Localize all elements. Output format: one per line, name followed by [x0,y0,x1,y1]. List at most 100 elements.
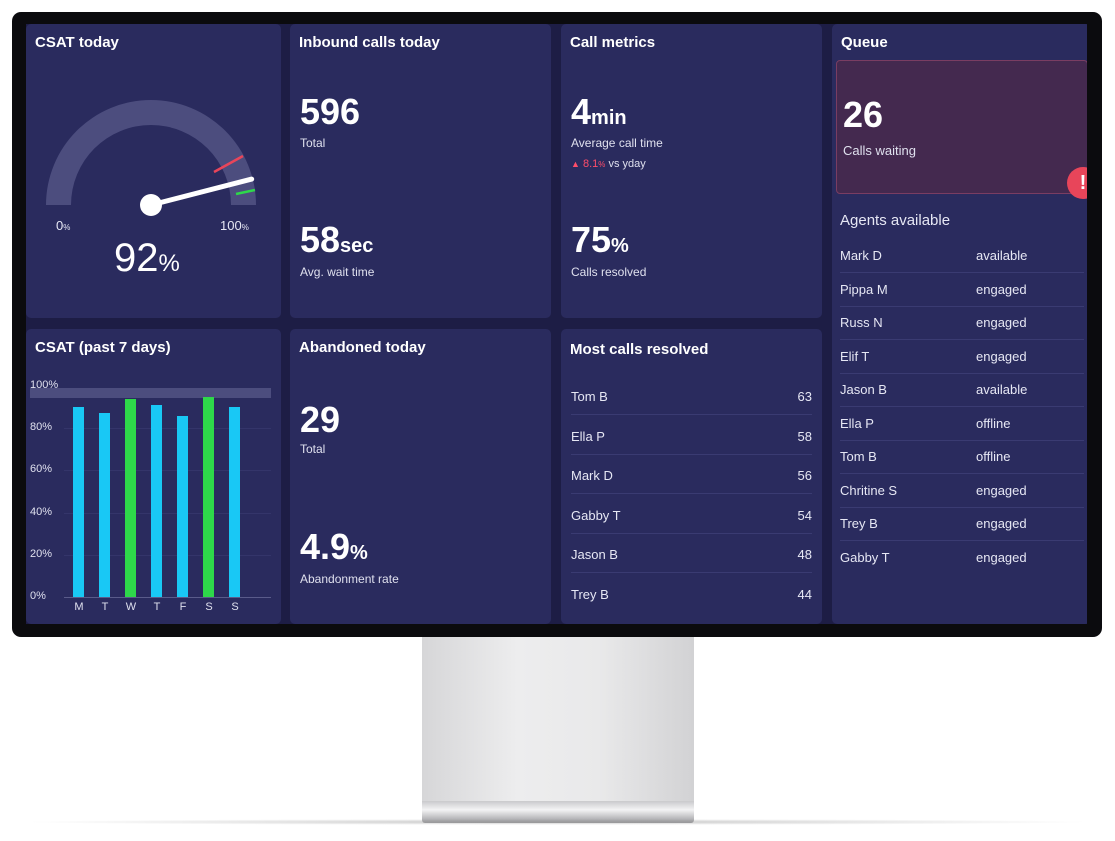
agent-status: engaged [976,516,1027,531]
abandoned-title: Abandoned today [299,339,426,356]
avg-wait-unit: sec [340,235,374,257]
resolved-count: 56 [797,468,812,483]
calls-waiting-card: 26 Calls waiting ! [836,60,1087,199]
resolved-row: Tom B 63 [571,378,812,415]
csat-today-value: 92% [114,236,180,281]
resolved-row: Ella P 58 [571,418,812,455]
csat-value-number: 92 [114,236,159,280]
agent-name: Trey B [840,516,878,531]
x-tick-label: S [231,601,239,613]
x-tick-label: T [101,601,109,613]
gauge-min-label: 0% [56,218,70,233]
agent-row: Chritine S engaged [840,474,1084,508]
resolved-count: 58 [797,428,812,444]
desk-shadow [20,819,1095,825]
grid-line [64,470,271,472]
grid-line [64,554,271,556]
gauge-min-value: 0 [56,218,64,233]
monitor-stand [422,637,694,801]
resolved-agent-name: Ella P [571,428,605,444]
bar-2 [125,398,136,597]
avg-call-time-label: Average call time [571,136,663,150]
calls-resolved-value: 75% [571,222,629,258]
agent-status: available [976,248,1028,263]
agent-name: Ella P [840,415,874,431]
agents-available-title: Agents available [840,212,951,229]
y-tick-label: 60% [30,463,53,476]
bar-3 [151,404,162,597]
calls-resolved-label: Calls resolved [571,265,647,279]
agent-status: offline [976,449,1011,464]
csat-value-unit: % [158,250,180,277]
csat-7days-title: CSAT (past 7 days) [35,339,171,356]
agent-name: Russ N [840,315,883,330]
agent-status: engaged [976,482,1027,498]
avg-call-time-unit: min [591,107,627,129]
csat-today-title: CSAT today [35,34,119,51]
agent-name: Jason B [840,382,887,397]
agent-row: Gabby T engaged [840,541,1084,574]
gauge-hub [140,194,162,216]
x-axis-line [64,597,271,598]
delta-unit: % [598,160,606,169]
avg-wait-number: 58 [300,219,341,260]
delta-up-arrow-icon: ▲ [571,159,580,169]
inbound-total-value: 596 [300,91,361,132]
agent-status: available [976,382,1028,397]
agent-row: Ella P offline [840,407,1084,441]
agent-status: engaged [976,549,1027,565]
resolved-agent-name: Gabby T [571,507,621,523]
resolved-row: Gabby T 54 [571,497,812,534]
queue-title: Queue [841,34,888,51]
x-tick-label: S [205,601,213,613]
avg-call-time-value: 4min [571,94,627,130]
agent-row: Russ N engaged [840,306,1084,340]
agent-row: Mark D available [840,239,1084,273]
inbound-calls-panel: Inbound calls today 596 Total 58sec Avg.… [290,24,551,318]
agent-row: Trey B engaged [840,507,1084,541]
bar-4 [177,415,188,597]
call-time-delta: ▲ 8.1% vs yday [571,158,646,170]
abandonment-rate-value: 4.9% [300,529,368,565]
gauge-max-unit: % [241,223,249,232]
agent-row: Tom B offline [840,440,1084,474]
agent-status: offline [976,415,1011,431]
agent-name: Gabby T [840,549,890,565]
csat-today-panel: CSAT today 0% 100% 92% [26,24,281,318]
abandoned-panel: Abandoned today 29 Total 4.9% Abandonmen… [290,329,551,624]
bar-6 [229,407,240,597]
x-tick-label: F [179,601,187,613]
delta-value: 8.1 [582,158,599,170]
most-resolved-panel: Most calls resolved Tom B 63 Ella P 58 Mark … [561,329,822,624]
csat-gauge [46,100,256,216]
resolved-agent-name: Mark D [571,468,613,483]
gauge-red-marker [213,154,244,174]
gauge-needle [148,176,255,208]
grid-line [64,428,271,430]
bar-0 [73,407,84,597]
queue-panel: Queue 26 Calls waiting ! Agents availabl… [832,24,1087,624]
calls-resolved-number: 75 [571,219,612,260]
calls-resolved-unit: % [611,235,629,257]
gauge-max-label: 100% [220,218,249,233]
resolved-row: Jason B 48 [571,536,812,573]
avg-wait-value: 58sec [300,222,373,258]
agent-row: Jason B available [840,373,1084,407]
agent-status: engaged [976,281,1027,297]
call-metrics-panel: Call metrics 4min Average call time ▲ 8.… [561,24,822,318]
gauge-max-value: 100 [220,218,242,233]
calls-waiting-label: Calls waiting [843,143,916,158]
agent-row: Pippa M engaged [840,273,1084,307]
abandonment-rate-unit: % [350,542,368,564]
gauge-green-marker [235,188,256,196]
resolved-count: 63 [797,389,812,404]
resolved-agent-name: Trey B [571,586,609,602]
avg-call-time-number: 4 [571,91,592,132]
exclamation-icon: ! [1067,167,1087,199]
y-tick-label: 80% [30,421,53,434]
agent-status: engaged [976,348,1027,364]
agent-name: Pippa M [840,281,888,297]
gauge-track [46,100,256,205]
